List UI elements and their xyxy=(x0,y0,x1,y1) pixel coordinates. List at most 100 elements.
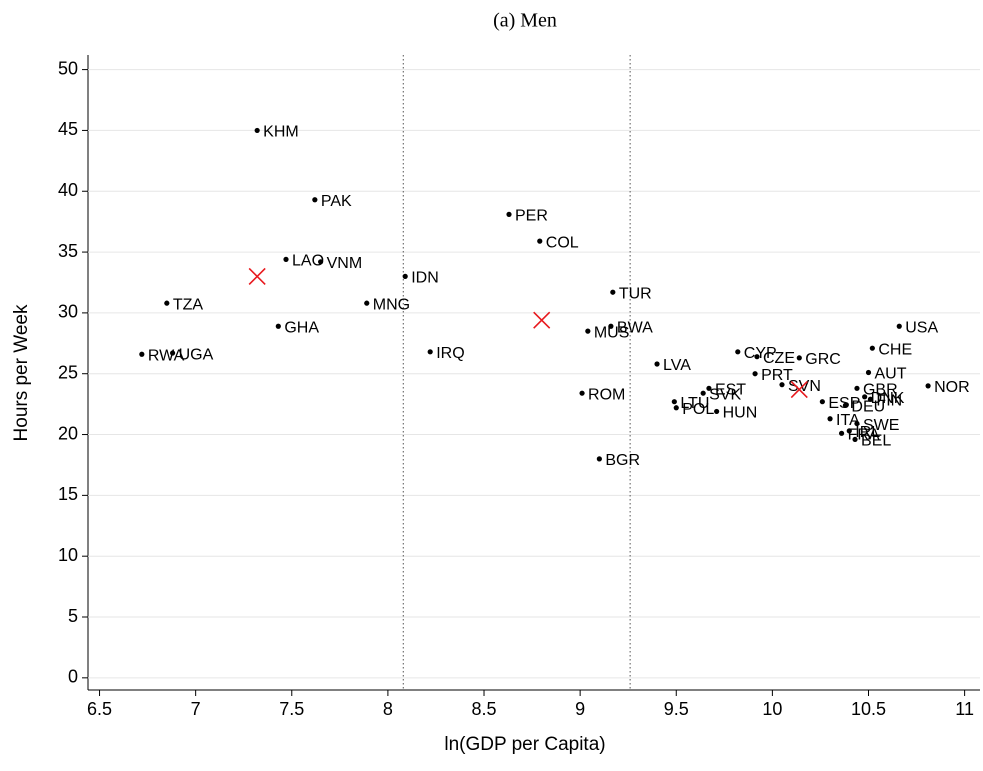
point xyxy=(364,300,370,306)
point xyxy=(506,211,512,217)
point-label: USA xyxy=(905,319,938,336)
y-tick-label: 50 xyxy=(58,58,78,78)
point xyxy=(796,355,802,361)
point xyxy=(596,456,602,462)
point-label: ITA xyxy=(836,412,860,429)
point-label: CYP xyxy=(744,345,777,362)
point xyxy=(819,399,825,405)
point xyxy=(752,371,758,377)
y-tick-label: 5 xyxy=(68,606,78,626)
point xyxy=(654,361,660,367)
point xyxy=(275,323,281,329)
x-axis-label: ln(GDP per Capita) xyxy=(444,734,605,755)
x-tick-label: 7 xyxy=(191,699,201,719)
point-label: RWA xyxy=(148,347,185,364)
point-label: BEL xyxy=(861,433,891,450)
point xyxy=(827,416,833,422)
point-label: AUT xyxy=(875,366,907,383)
point-label: SWE xyxy=(863,417,899,434)
point xyxy=(838,430,845,436)
point-label: FIN xyxy=(876,392,902,409)
chart-title: (a) Men xyxy=(493,10,557,32)
y-tick-label: 30 xyxy=(58,302,78,322)
point xyxy=(579,390,585,396)
point-label: IRL xyxy=(855,424,880,441)
point xyxy=(735,349,741,355)
point-label: MUS xyxy=(594,324,630,341)
point xyxy=(852,436,858,443)
point-label: IRQ xyxy=(436,345,464,362)
point xyxy=(537,238,543,244)
point-label: CZE xyxy=(763,350,795,367)
point xyxy=(867,396,874,402)
point-label: ROM xyxy=(588,386,625,403)
y-tick-label: 45 xyxy=(58,119,78,139)
point-label: BWA xyxy=(617,319,653,336)
point-label: BGR xyxy=(605,452,640,469)
x-tick-label: 8.5 xyxy=(472,699,497,719)
point-label: LVA xyxy=(663,357,691,374)
y-tick-label: 40 xyxy=(58,180,78,200)
mean-marker xyxy=(790,380,808,399)
point xyxy=(610,289,616,295)
point xyxy=(706,385,712,391)
x-tick-label: 8 xyxy=(383,699,393,719)
x-tick-label: 10 xyxy=(762,699,782,719)
y-tick-label: 25 xyxy=(58,362,78,382)
point xyxy=(854,420,860,427)
point xyxy=(585,328,591,334)
mean-marker xyxy=(533,311,551,329)
point xyxy=(754,354,760,360)
point-label: NOR xyxy=(934,379,970,396)
point xyxy=(402,273,408,279)
point-label: EST xyxy=(715,382,746,399)
point xyxy=(318,259,324,265)
point-label: PRT xyxy=(761,367,793,384)
point-label: KHM xyxy=(263,124,299,141)
x-tick-label: 9.5 xyxy=(664,699,689,719)
y-tick-label: 10 xyxy=(58,545,78,565)
point-label: LTU xyxy=(680,395,709,412)
point xyxy=(700,390,706,396)
point-label: COL xyxy=(546,234,579,251)
point xyxy=(164,300,170,306)
mean-marker xyxy=(248,267,266,285)
point-label: CHE xyxy=(878,341,912,358)
x-tick-label: 10.5 xyxy=(851,699,886,719)
point xyxy=(862,394,868,400)
point xyxy=(139,351,145,357)
point-label: DNK xyxy=(871,390,905,407)
point xyxy=(925,383,931,389)
point xyxy=(842,402,849,408)
point xyxy=(312,197,318,203)
point-label: TZA xyxy=(173,296,204,313)
y-tick-label: 35 xyxy=(58,241,78,261)
point-label: DEU xyxy=(851,399,885,416)
point xyxy=(169,350,176,356)
point-label: UGA xyxy=(179,346,214,363)
y-tick-label: 15 xyxy=(58,484,78,504)
point-label: GRC xyxy=(805,351,841,368)
point-label: SVN xyxy=(788,378,821,395)
point xyxy=(869,345,875,351)
point xyxy=(896,323,902,329)
point xyxy=(283,256,289,262)
point-label: HUN xyxy=(723,405,758,422)
point xyxy=(846,428,852,434)
point xyxy=(854,385,860,391)
point xyxy=(714,408,720,415)
y-tick-label: 20 xyxy=(58,423,78,443)
point-label: VNM xyxy=(327,255,363,272)
x-tick-label: 6.5 xyxy=(87,699,112,719)
point-label: GBR xyxy=(863,382,898,399)
point-label: MNG xyxy=(373,296,410,313)
x-tick-label: 11 xyxy=(955,699,974,719)
point-label: LAO xyxy=(292,253,324,270)
point xyxy=(779,382,785,388)
point-label: GHA xyxy=(284,319,319,336)
x-tick-label: 7.5 xyxy=(279,699,304,719)
point xyxy=(254,127,260,134)
point-label: PAK xyxy=(321,193,352,210)
point-label: IDN xyxy=(411,270,439,287)
